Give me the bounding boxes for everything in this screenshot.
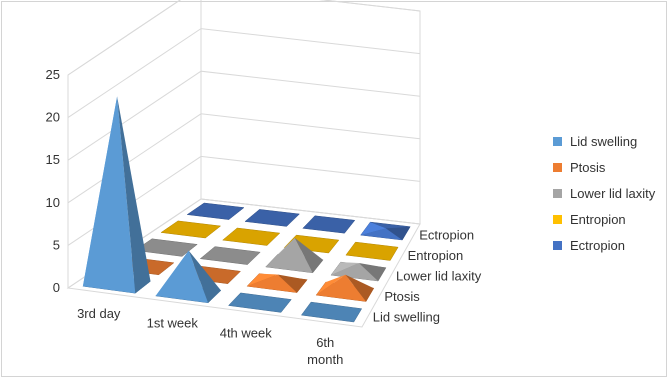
pyramid-ectropion-3 (360, 221, 411, 241)
legend-entry: Ectropion (553, 238, 625, 253)
depth-label: Entropion (408, 248, 464, 263)
pyramid-ectropion-2 (302, 215, 356, 234)
legend-swatch (553, 189, 562, 198)
y-tick-label: 25 (46, 67, 60, 82)
legend-label: Ptosis (570, 160, 606, 175)
pyramid-lower-lid-laxity-0 (134, 238, 198, 257)
pyramid-lid-swelling-1 (155, 250, 222, 304)
legend-label: Lid swelling (570, 134, 637, 149)
depth-labels: Lid swelling Ptosis Lower lid laxity Entrop… (373, 227, 482, 324)
y-tick-label: 5 (53, 237, 60, 252)
pyramid-lower-lid-laxity-2 (265, 237, 324, 274)
depth-label: Ectropion (419, 227, 474, 242)
x-category-label: 4th week (220, 325, 273, 340)
depth-label: Lid swelling (373, 310, 440, 325)
pyramid-ectropion-1 (244, 209, 300, 227)
x-category-label: 6th month (307, 335, 343, 367)
legend-swatch (553, 241, 562, 250)
legend: Lid swelling Ptosis Lower lid laxity Entrop… (553, 134, 656, 253)
legend-swatch (553, 163, 562, 172)
x-category-label: 1st week (147, 316, 199, 331)
pyramid-lower-lid-laxity-1 (199, 246, 261, 265)
legend-swatch (553, 215, 562, 224)
legend-swatch (553, 137, 562, 146)
gridline (67, 28, 421, 119)
pyramid-ectropion-0 (186, 202, 245, 220)
legend-entry: Ptosis (553, 160, 606, 175)
gridline (67, 0, 421, 76)
legend-entry: Lower lid laxity (553, 186, 656, 201)
pyramid-lid-swelling-2 (227, 292, 292, 313)
pyramid-ptosis-2 (246, 273, 308, 293)
y-tick-label: 0 (53, 280, 60, 295)
legend-label: Ectropion (570, 238, 625, 253)
legend-label: Entropion (570, 212, 626, 227)
y-tick-label: 15 (46, 152, 60, 167)
back-wall (200, 0, 421, 225)
legend-label: Lower lid laxity (570, 186, 656, 201)
category-labels: 3rd day 1st week 4th week 6th month (77, 306, 343, 367)
pyramid-lid-swelling-0 (82, 96, 152, 294)
legend-entry: Lid swelling (553, 134, 637, 149)
depth-label: Ptosis (384, 289, 420, 304)
pyramid-entropion-0 (160, 220, 222, 239)
x-category-label: 3rd day (77, 306, 121, 321)
legend-entry: Entropion (553, 212, 626, 227)
depth-label: Lower lid laxity (396, 269, 482, 284)
pyramid-ptosis-3 (315, 274, 375, 302)
y-tick-label: 20 (46, 110, 60, 125)
chart-marks (82, 96, 411, 323)
y-axis-ticks: 0 5 10 15 20 25 (46, 67, 60, 295)
pyramid-entropion-3 (345, 241, 399, 261)
y-tick-label: 10 (46, 195, 60, 210)
pyramid-lid-swelling-3 (300, 301, 363, 323)
pyramid-entropion-1 (222, 227, 281, 246)
